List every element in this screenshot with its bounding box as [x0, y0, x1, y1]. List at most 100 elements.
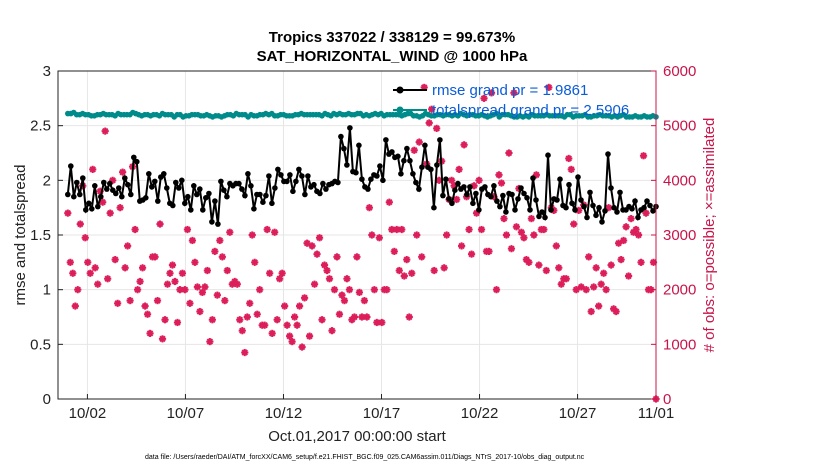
rmse-point [410, 171, 416, 177]
nobs-point [400, 272, 408, 280]
nobs-point [585, 253, 593, 261]
rmse-point [548, 207, 554, 213]
nobs-point [365, 204, 373, 212]
nobs-point [555, 264, 563, 272]
nobs-point [413, 231, 421, 239]
x-tick-label: 10/22 [461, 405, 499, 422]
nobs-point [433, 124, 441, 132]
nobs-point [223, 266, 231, 275]
y-axis-right-label: # of obs: o=possible; ×=assimilated [701, 118, 718, 353]
rmse-point [440, 192, 446, 199]
nobs-point [186, 299, 194, 307]
nobs-point [320, 261, 329, 269]
nobs-point [323, 266, 331, 275]
nobs-point [570, 220, 578, 228]
nobs-point [540, 225, 548, 234]
rmse-point [305, 173, 311, 179]
rmse-point [245, 171, 251, 177]
nobs-point [251, 258, 259, 266]
nobs-point [378, 318, 386, 327]
nobs-point [111, 256, 119, 264]
rmse-point [527, 207, 533, 213]
nobs-point [502, 231, 511, 239]
y-right-tick-label: 4000 [663, 172, 696, 189]
nobs-point [562, 275, 570, 283]
nobs-point [542, 266, 550, 275]
nobs-point [198, 288, 206, 296]
rmse-point [161, 171, 167, 177]
nobs-point [495, 171, 503, 179]
rmse-point [218, 178, 224, 185]
nobs-point [492, 286, 501, 294]
nobs-point [104, 275, 112, 283]
chart-subtitle: SAT_HORIZONTAL_WIND @ 1000 hPa [257, 48, 528, 65]
nobs-point [221, 297, 229, 305]
nobs-point [66, 258, 74, 266]
legend-rmse-marker [396, 86, 404, 94]
nobs-point [268, 329, 276, 337]
x-axis-ticks: 10/02 10/07 10/12 10/17 10/22 10/27 11/01 [69, 394, 674, 422]
nobs-point [590, 283, 598, 291]
rmse-point [596, 204, 602, 211]
nobs-point [71, 302, 79, 310]
rmse-point [269, 200, 275, 207]
nobs-point [248, 231, 256, 239]
rmse-point [419, 164, 425, 170]
rmse-point [404, 145, 410, 152]
nobs-point [266, 269, 274, 277]
nobs-point [455, 165, 463, 173]
nobs-point [375, 234, 383, 242]
nobs-point [101, 127, 109, 135]
nobs-point [241, 348, 249, 357]
nobs-point [310, 280, 319, 288]
nobs-point [545, 83, 553, 91]
nobs-point [273, 316, 281, 324]
rmse-point [221, 187, 227, 193]
rmse-point [563, 204, 569, 211]
rmse-point [470, 200, 476, 207]
nobs-point [527, 215, 535, 223]
nobs-point [430, 266, 438, 275]
nobs-point [283, 321, 291, 329]
nobs-point [256, 286, 264, 294]
rmse-point [206, 190, 212, 197]
nobs-point [388, 225, 396, 234]
nobs-point [368, 231, 376, 239]
y-left-tick-label: 2 [43, 172, 51, 189]
nobs-point [340, 297, 349, 305]
nobs-point [153, 297, 162, 305]
nobs-point [253, 310, 261, 318]
rmse-point [503, 209, 509, 215]
nobs-point [81, 234, 89, 242]
nobs-point [345, 286, 354, 294]
nobs-point [278, 269, 286, 277]
nobs-point [510, 89, 518, 97]
nobs-point [418, 253, 426, 261]
rmse-point [650, 208, 656, 214]
nobs-point [133, 286, 142, 294]
nobs-point [121, 264, 129, 272]
rmse-point [587, 189, 593, 196]
nobs-point [395, 266, 403, 275]
rmse-point [323, 186, 329, 192]
nobs-point [300, 294, 309, 302]
nobs-point [497, 179, 506, 187]
nobs-point [226, 228, 234, 236]
x-axis-label: Oct.01,2017 00:00:00 start [268, 428, 446, 445]
rmse-point [272, 185, 278, 191]
rmse-point [77, 191, 83, 198]
nobs-point [181, 286, 189, 294]
rmse-point [590, 202, 596, 209]
rmse-point [236, 180, 242, 187]
rmse-point [461, 184, 467, 190]
rmse-point [515, 196, 521, 202]
rmse-point [545, 152, 551, 158]
nobs-point [440, 264, 448, 272]
nobs-point [457, 242, 466, 250]
grid [58, 70, 657, 400]
y-left-tick-label: 3 [43, 63, 51, 80]
nobs-point [216, 236, 224, 245]
rmse-point [455, 180, 461, 187]
rmse-point [95, 203, 101, 210]
rmse-point [608, 185, 614, 191]
